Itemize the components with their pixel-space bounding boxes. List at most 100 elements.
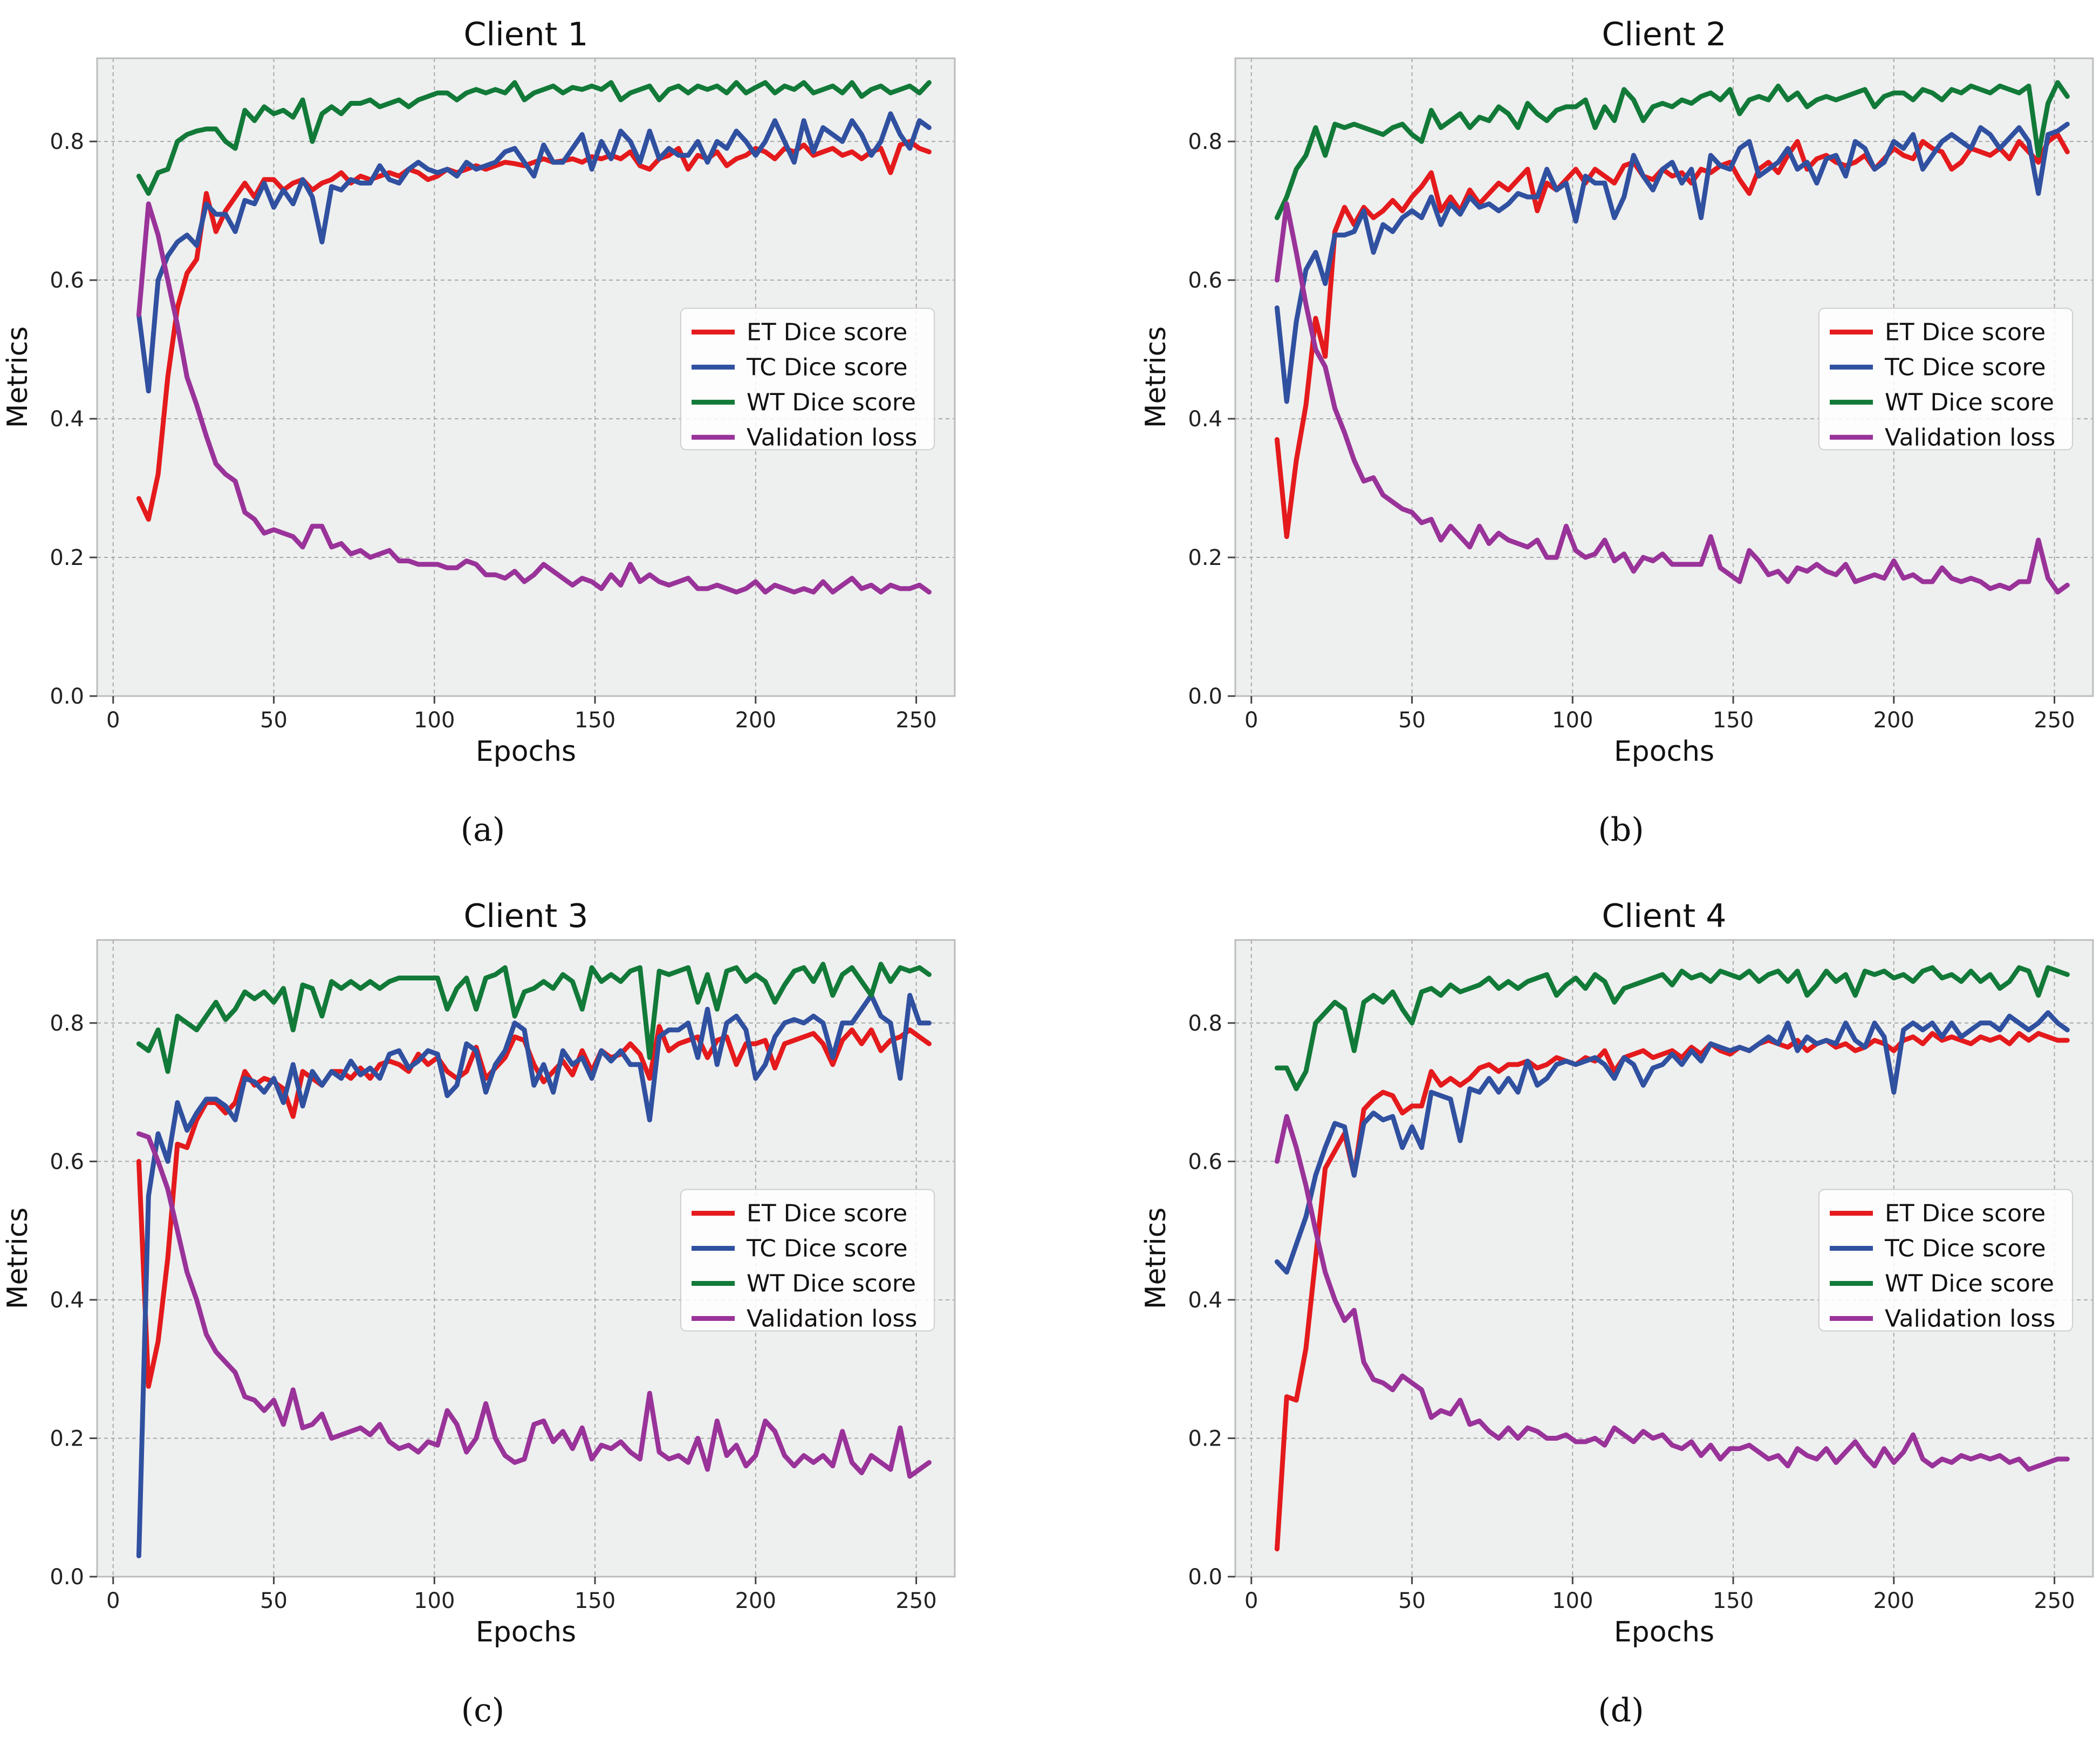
y-tick-label: 0.2 (50, 546, 84, 570)
y-tick-label: 0.4 (1188, 407, 1222, 432)
legend-label: ET Dice score (1885, 318, 2046, 346)
y-tick-label: 0.0 (1188, 684, 1222, 709)
y-axis-label: Metrics (1140, 326, 1172, 428)
series-line-wt-dice-score (1274, 965, 2070, 1092)
x-tick-label: 100 (414, 1589, 455, 1613)
series-line-tc-dice-score (1274, 121, 2070, 404)
x-tick-label: 100 (1552, 708, 1593, 733)
x-axis-label: Epochs (476, 1616, 576, 1648)
chart-panel-1: 0 50 100 150 200 250 0.0 0.2 0.4 0.6 0.8 Client 1 Ep… (2, 16, 956, 849)
legend-label: Validation loss (747, 424, 917, 451)
legend-label: TC Dice score (1884, 1235, 2046, 1263)
y-tick-label: 0.2 (1188, 546, 1222, 570)
x-tick-label: 250 (895, 1589, 936, 1613)
legend-label: ET Dice score (1885, 1200, 2046, 1228)
legend-label: Validation loss (1885, 1305, 2055, 1333)
x-tick-label: 200 (735, 708, 776, 733)
y-tick-label: 0.0 (50, 1565, 84, 1590)
legend-label: ET Dice score (747, 1200, 907, 1228)
x-tick-label: 200 (1873, 1589, 1914, 1613)
panel-caption: (d) (1598, 1692, 1644, 1729)
legend: ET Dice score TC Dice score WT Dice score V… (1818, 308, 2073, 451)
legend-label: TC Dice score (1884, 353, 2046, 381)
x-tick-label: 50 (260, 708, 288, 733)
series-line-validation-loss (1274, 201, 2070, 595)
chart-title: Client 4 (1602, 897, 1727, 935)
x-tick-label: 0 (1244, 1589, 1258, 1613)
y-tick-label: 0.4 (50, 407, 84, 432)
x-tick-label: 0 (106, 708, 120, 733)
series-line-wt-dice-score (1274, 80, 2070, 220)
panel-caption: (b) (1598, 811, 1644, 849)
x-tick-label: 200 (1873, 708, 1914, 733)
plot-frame (1234, 57, 2094, 697)
legend-label: TC Dice score (746, 353, 908, 381)
x-axis-label: Epochs (1614, 735, 1714, 768)
plot-frame (96, 57, 956, 697)
legend: ET Dice score TC Dice score WT Dice score V… (680, 308, 935, 451)
legend-label: WT Dice score (747, 389, 916, 416)
y-tick-label: 0.6 (50, 1149, 84, 1174)
x-tick-label: 150 (1713, 1589, 1754, 1613)
x-tick-label: 50 (1398, 708, 1426, 733)
x-tick-label: 0 (1244, 708, 1258, 733)
y-tick-label: 0.8 (50, 1011, 84, 1036)
y-axis-label: Metrics (1140, 1208, 1172, 1310)
y-tick-label: 0.8 (1188, 1011, 1222, 1036)
chart-panel-4: 0 50 100 150 200 250 0.0 0.2 0.4 0.6 0.8 Client 4 Ep… (1140, 897, 2094, 1729)
x-axis-label: Epochs (1614, 1616, 1714, 1648)
x-tick-label: 250 (895, 708, 936, 733)
series-line-wt-dice-score (136, 962, 932, 1074)
y-tick-label: 0.6 (1188, 268, 1222, 293)
legend-label: Validation loss (1885, 424, 2055, 451)
legend-box (680, 1189, 935, 1332)
x-tick-label: 250 (2034, 708, 2075, 733)
x-tick-label: 250 (2034, 1589, 2075, 1613)
legend-label: ET Dice score (747, 318, 907, 346)
legend: ET Dice score TC Dice score WT Dice score V… (680, 1189, 935, 1333)
y-tick-label: 0.2 (50, 1426, 84, 1451)
legend-label: WT Dice score (1885, 1270, 2054, 1298)
chart-title: Client 3 (464, 897, 589, 935)
y-tick-label: 0.8 (50, 130, 84, 154)
x-axis-label: Epochs (476, 735, 576, 768)
y-axis-label: Metrics (2, 1208, 34, 1310)
y-tick-label: 0.0 (50, 684, 84, 709)
legend-label: TC Dice score (746, 1235, 908, 1263)
plot-frame (96, 939, 956, 1578)
legend-box (680, 308, 935, 451)
chart-title: Client 1 (464, 16, 589, 53)
panel-caption: (c) (461, 1692, 504, 1729)
y-tick-label: 0.6 (50, 268, 84, 293)
chart-title: Client 2 (1602, 16, 1727, 53)
x-tick-label: 150 (574, 708, 615, 733)
x-tick-label: 50 (1398, 1589, 1426, 1613)
legend-label: WT Dice score (747, 1270, 916, 1298)
y-axis-label: Metrics (2, 326, 34, 428)
chart-panel-2: 0 50 100 150 200 250 0.0 0.2 0.4 0.6 0.8 Client 2 Ep… (1140, 16, 2094, 849)
plot-frame (1234, 939, 2094, 1578)
x-tick-label: 150 (1713, 708, 1754, 733)
chart-panel-3: 0 50 100 150 200 250 0.0 0.2 0.4 0.6 0.8 Client 3 Ep… (2, 897, 956, 1729)
series-line-tc-dice-score (136, 993, 932, 1558)
panel-caption: (a) (461, 811, 505, 849)
series-line-et-dice-score (1274, 1031, 2070, 1552)
legend: ET Dice score TC Dice score WT Dice score V… (1818, 1189, 2073, 1333)
series-line-tc-dice-score (136, 111, 932, 394)
series-line-wt-dice-score (136, 80, 932, 196)
series-line-validation-loss (136, 1131, 932, 1479)
series-line-tc-dice-score (1274, 1010, 2070, 1275)
series-line-validation-loss (1274, 1114, 2070, 1472)
y-tick-label: 0.6 (1188, 1149, 1222, 1174)
x-tick-label: 50 (260, 1589, 288, 1613)
x-tick-label: 100 (1552, 1589, 1593, 1613)
y-tick-label: 0.0 (1188, 1565, 1222, 1590)
y-tick-label: 0.4 (50, 1288, 84, 1313)
x-tick-label: 0 (106, 1589, 120, 1613)
x-tick-label: 200 (735, 1589, 776, 1613)
legend-box (1818, 308, 2073, 451)
y-tick-label: 0.4 (1188, 1288, 1222, 1313)
legend-box (1818, 1189, 2073, 1332)
legend-label: WT Dice score (1885, 389, 2054, 416)
